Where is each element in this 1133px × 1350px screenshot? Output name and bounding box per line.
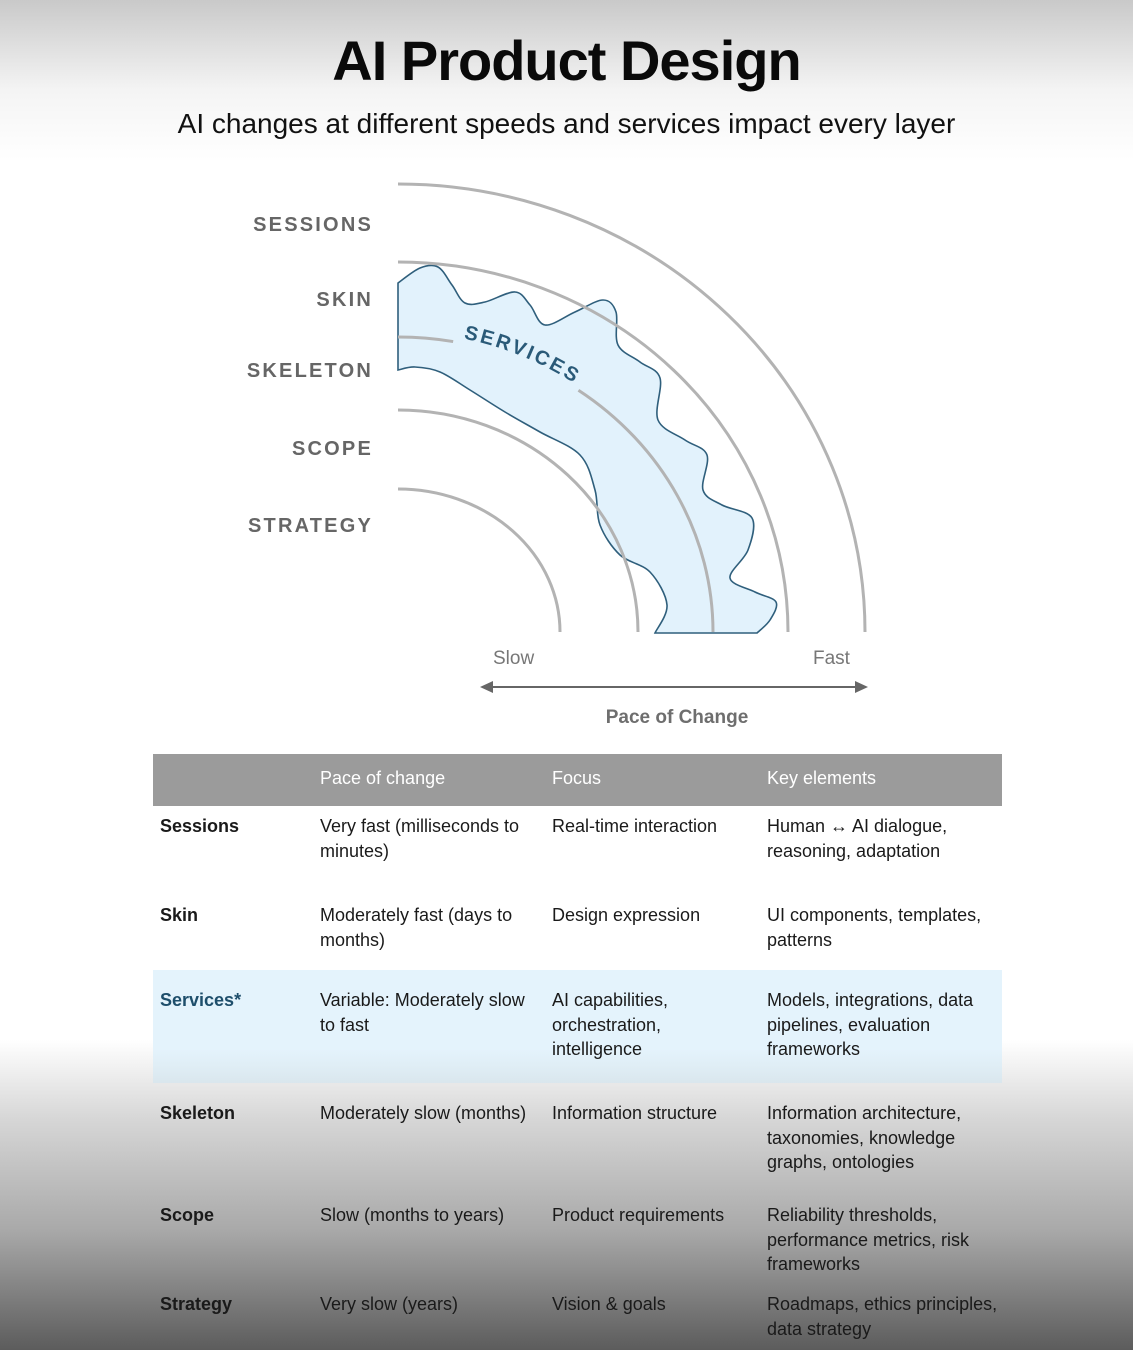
pace-cell: Moderately slow (months) xyxy=(320,1103,527,1123)
layer-cell: Services* xyxy=(160,990,242,1010)
layer-arc-skin xyxy=(397,260,790,633)
focus-cell: Information structure xyxy=(552,1103,718,1123)
layer-arc-skeleton xyxy=(397,408,640,633)
key-elements-cell: Models, integrations, data pipelines, ev… xyxy=(767,990,974,1060)
axis-title: Pace of Change xyxy=(605,707,749,728)
key-elements-cell: Human ↔ AI dialogue, reasoning, adaptati… xyxy=(767,816,948,861)
focus-cell: Product requirements xyxy=(552,1205,725,1225)
focus-cell: Design expression xyxy=(552,905,701,925)
axis-slow-label: Slow xyxy=(493,648,535,669)
page-title: AI Product Design xyxy=(332,29,801,92)
arrow-left-icon xyxy=(480,681,493,693)
layers-diagram: SERVICES xyxy=(397,182,868,693)
page-subtitle: AI changes at different speeds and servi… xyxy=(177,108,956,139)
table-header: Pace of change Focus Key elements xyxy=(153,754,1002,806)
pace-cell: Variable: Moderately slow to fast xyxy=(320,990,525,1035)
pace-cell: Moderately fast (days to months) xyxy=(320,905,513,950)
focus-cell: Real-time interaction xyxy=(552,816,718,836)
key-elements-cell: Roadmaps, ethics principles, data strate… xyxy=(767,1294,998,1339)
layer-arc-services-core xyxy=(397,335,454,344)
pace-cell: Slow (months to years) xyxy=(320,1205,505,1225)
key-elements-cell: Information architecture, taxonomies, kn… xyxy=(767,1103,962,1173)
key-elements-cell: Reliability thresholds, performance metr… xyxy=(767,1205,970,1275)
layer-label-sessions: SESSIONS xyxy=(253,214,373,236)
layer-label-skeleton: SKELETON xyxy=(246,360,373,382)
layer-cell: Scope xyxy=(160,1205,215,1225)
column-header-key-elements: Key elements xyxy=(767,768,877,788)
services-row-highlight xyxy=(153,970,1002,1083)
focus-cell: Vision & goals xyxy=(552,1294,666,1314)
key-elements-cell: UI components, templates, patterns xyxy=(767,905,982,950)
layer-label-scope: SCOPE xyxy=(291,438,373,460)
layer-cell: Strategy xyxy=(160,1294,233,1314)
layer-cell: Skin xyxy=(160,905,199,925)
layer-cell: Skeleton xyxy=(160,1103,236,1123)
services-region xyxy=(397,264,778,634)
pace-cell: Very fast (milliseconds to minutes) xyxy=(320,816,520,861)
layer-label-skin: SKIN xyxy=(316,289,373,311)
layer-cell: Sessions xyxy=(160,816,240,836)
pace-cell: Very slow (years) xyxy=(320,1294,459,1314)
axis-fast-label: Fast xyxy=(813,648,850,669)
focus-cell: AI capabilities, orchestration, intellig… xyxy=(552,990,669,1060)
layer-arc-services-core xyxy=(577,388,715,633)
column-header-pace: Pace of change xyxy=(320,768,446,788)
layer-arc-sessions xyxy=(397,182,867,633)
layers-table: Pace of change Focus Key elements Sessio… xyxy=(153,754,1002,1350)
layer-arc-scope xyxy=(397,487,562,633)
layer-label-strategy: STRATEGY xyxy=(247,515,373,537)
arrow-right-icon xyxy=(855,681,868,693)
column-header-focus: Focus xyxy=(552,768,602,788)
